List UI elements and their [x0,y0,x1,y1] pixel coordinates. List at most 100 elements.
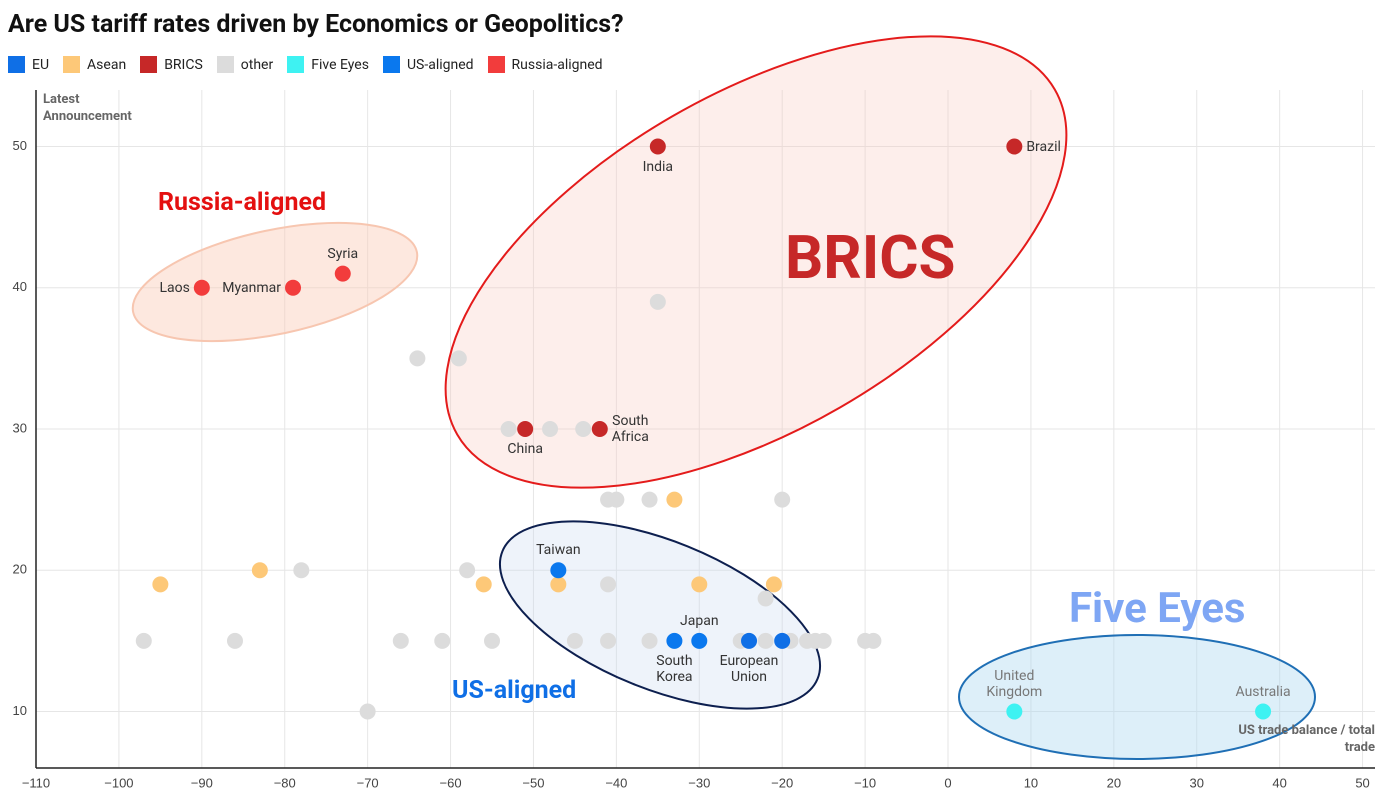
point [285,279,302,296]
point [359,703,376,720]
point-label: Japan [680,612,719,629]
x-tick-label: −110 [22,775,50,790]
point [450,350,467,367]
annotation: Five Eyes [1069,584,1246,633]
legend-swatch [487,56,505,73]
point [691,632,708,649]
x-tick-label: −70 [357,775,379,790]
point-label: South Africa [611,413,649,445]
x-tick-label: −20 [771,775,793,790]
point [774,632,791,649]
point [135,632,152,649]
legend-item: Russia-aligned [487,56,603,73]
point [550,562,567,579]
point-label: United Kingdom [986,667,1043,700]
point [334,265,351,282]
point [484,632,501,649]
legend-swatch [382,56,400,73]
point [575,421,592,437]
legend-label: other [240,56,274,73]
point [517,421,534,437]
point-label: Brazil [1026,138,1061,155]
annotation: BRICS [785,222,956,293]
x-tick-label: −90 [191,775,213,790]
x-tick-label: −100 [104,775,133,790]
legend-swatch [63,56,81,73]
brics-ellipse [444,35,1068,489]
x-tick-label: −80 [274,775,296,790]
point-label: South Korea [656,652,693,685]
point [475,576,492,593]
legend-label: US-aligned [406,56,474,73]
legend-label: BRICS [164,56,203,73]
point-label: Laos [159,279,190,296]
legend-item: US-aligned [382,56,474,73]
x-tick-label: −50 [522,775,544,790]
legend-label: Asean [87,56,127,73]
point-label: China [507,441,543,457]
y-tick-label: 10 [13,703,27,718]
point [608,491,625,508]
point [1006,703,1023,720]
legend-swatch [216,56,234,73]
point [600,632,617,649]
point [251,562,268,579]
point [691,576,708,593]
point [1006,138,1023,155]
point [566,632,583,649]
point [193,279,210,296]
point [293,562,310,579]
x-axis-label: US trade balance / total trade [1238,723,1375,755]
x-tick-label: −40 [605,775,627,790]
point-label: European Union [719,652,779,685]
x-tick-label: 0 [944,775,951,790]
legend: EU Asean BRICS other Five Eyes US-aligned Russ… [8,56,617,73]
legend-swatch [287,56,305,73]
point [765,576,782,593]
y-axis-label: Latest Announcement [43,92,132,124]
point [774,491,791,508]
y-tick-label: 30 [13,420,27,435]
point [757,590,774,607]
point [1255,703,1272,720]
point [152,576,169,593]
legend-label: Five Eyes [311,56,369,73]
five-eyes-ellipse [958,634,1316,760]
x-tick-label: −10 [854,775,876,790]
legend-swatch [8,56,25,73]
groups [131,35,1316,760]
point [666,632,683,649]
point [392,632,409,649]
annotation: Russia-aligned [158,188,327,217]
x-tick-label: 10 [1024,775,1038,790]
x-tick-label: −30 [688,775,710,790]
point [865,632,882,649]
x-tick-label: 50 [1355,775,1369,790]
point [815,632,832,649]
point [542,421,559,437]
russia-ellipse [131,221,419,343]
point-label: India [642,158,674,175]
annotation: US-aligned [452,676,577,705]
legend-item: other [216,56,274,73]
point [550,576,567,593]
us-ellipse [498,520,822,710]
legend-swatch [140,56,158,73]
y-tick-label: 50 [13,138,27,153]
point [649,293,666,310]
point [641,632,658,649]
y-tick-label: 40 [13,279,27,294]
legend-item: BRICS [140,56,203,73]
point [741,632,758,649]
legend-item: Five Eyes [287,56,369,73]
point [500,421,517,437]
point [591,421,608,437]
point [600,576,617,593]
x-tick-label: 20 [1107,775,1121,790]
x-tick-label: 40 [1272,775,1286,790]
point-label: Myanmar [222,279,282,296]
point [666,491,683,508]
point [409,350,426,367]
